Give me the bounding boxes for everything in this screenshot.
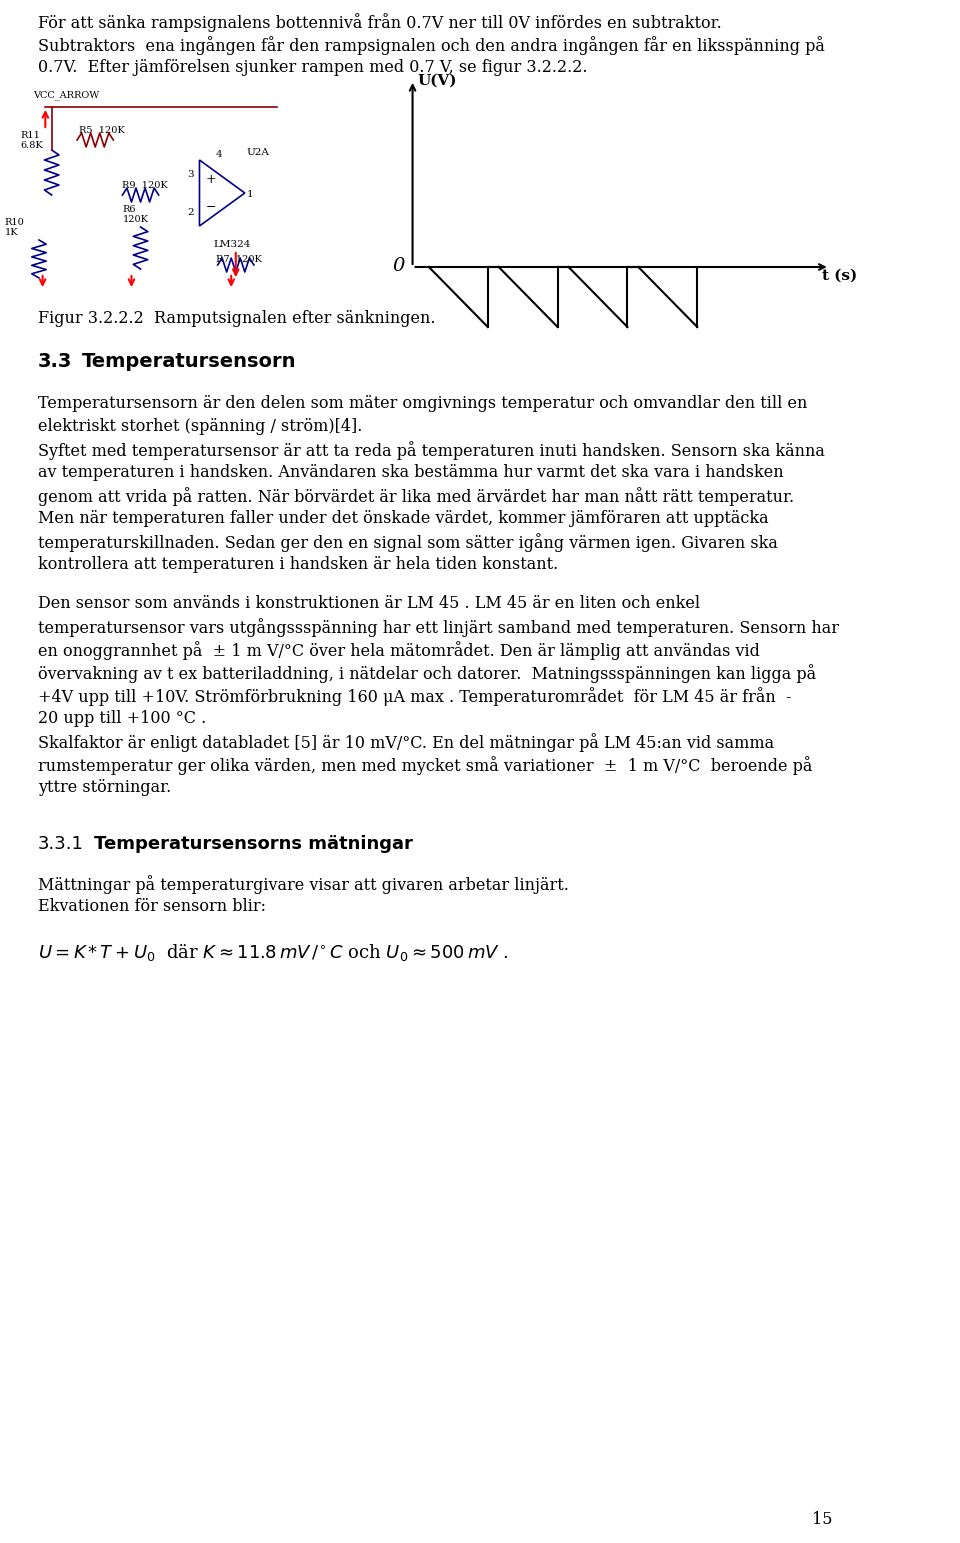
Text: LM324: LM324 (213, 241, 251, 248)
Text: U(V): U(V) (417, 74, 457, 88)
Text: Den sensor som används i konstruktionen är LM 45 . LM 45 är en liten och enkel: Den sensor som används i konstruktionen … (38, 596, 700, 613)
Text: +: + (205, 173, 216, 187)
Text: temperaturskillnaden. Sedan ger den en signal som sätter igång värmen igen. Giva: temperaturskillnaden. Sedan ger den en s… (38, 532, 778, 552)
Text: +4V upp till +10V. Strömförbrukning 160 μA max . Temperaturområdet  för LM 45 är: +4V upp till +10V. Strömförbrukning 160 … (38, 687, 792, 705)
Text: Temperatursensorn: Temperatursensorn (82, 352, 296, 370)
Text: $U = K\,{*}\,T + U_0$  där $K \approx 11.8\,mV\,/^{\circ}\,C$ och $U_0 \approx 5: $U = K\,{*}\,T + U_0$ där $K \approx 11.… (38, 941, 509, 963)
Text: R9  120K: R9 120K (123, 181, 168, 190)
Text: yttre störningar.: yttre störningar. (38, 779, 171, 796)
Text: 3: 3 (188, 170, 194, 179)
Text: Figur 3.2.2.2  Ramputsignalen efter sänkningen.: Figur 3.2.2.2 Ramputsignalen efter sänkn… (38, 310, 436, 327)
Text: 20 upp till +100 °C .: 20 upp till +100 °C . (38, 710, 206, 727)
Text: 3.3: 3.3 (38, 352, 72, 370)
Text: R10
1K: R10 1K (5, 218, 24, 238)
Text: 0: 0 (393, 258, 405, 275)
Text: Temperatursensorns mätningar: Temperatursensorns mätningar (94, 835, 413, 853)
Text: R6
120K: R6 120K (123, 205, 149, 224)
Text: Men när temperaturen faller under det önskade värdet, kommer jämföraren att uppt: Men när temperaturen faller under det ön… (38, 511, 769, 528)
Text: 3.3.1: 3.3.1 (38, 835, 84, 853)
Text: rumstemperatur ger olika värden, men med mycket små variationer  ±  1 m V/°C  be: rumstemperatur ger olika värden, men med… (38, 756, 812, 775)
Text: R7  120K: R7 120K (216, 255, 262, 264)
Text: Subtraktors  ena ingången får den rampsignalen och den andra ingången får en lik: Subtraktors ena ingången får den rampsig… (38, 35, 825, 56)
Text: temperatursensor vars utgångssspänning har ett linjärt samband med temperaturen.: temperatursensor vars utgångssspänning h… (38, 619, 839, 637)
Text: 2: 2 (188, 208, 194, 218)
Text: Mättningar på temperaturgivare visar att givaren arbetar linjärt.: Mättningar på temperaturgivare visar att… (38, 875, 569, 893)
Text: övervakning av t ex batteriladdning, i nätdelar och datorer.  Matningssspänninge: övervakning av t ex batteriladdning, i n… (38, 663, 816, 684)
Text: 1: 1 (247, 190, 253, 199)
Text: R11
6.8K: R11 6.8K (20, 131, 42, 150)
Text: 0.7V.  Efter jämförelsen sjunker rampen med 0.7 V, se figur 3.2.2.2.: 0.7V. Efter jämförelsen sjunker rampen m… (38, 59, 588, 76)
Text: kontrollera att temperaturen i handsken är hela tiden konstant.: kontrollera att temperaturen i handsken … (38, 555, 559, 572)
Text: Temperatursensorn är den delen som mäter omgivnings temperatur och omvandlar den: Temperatursensorn är den delen som mäter… (38, 395, 807, 412)
Text: Syftet med temperatursensor är att ta reda på temperaturen inuti handsken. Senso: Syftet med temperatursensor är att ta re… (38, 441, 825, 460)
Text: en onoggrannhet på  ± 1 m V/°C över hela mätområdet. Den är lämplig att användas: en onoggrannhet på ± 1 m V/°C över hela … (38, 640, 760, 660)
Text: R5  120K: R5 120K (79, 127, 125, 134)
Text: Ekvationen för sensorn blir:: Ekvationen för sensorn blir: (38, 898, 266, 915)
Text: VCC_ARROW: VCC_ARROW (34, 89, 100, 100)
Text: För att sänka rampsignalens bottennivå från 0.7V ner till 0V infördes en subtrak: För att sänka rampsignalens bottennivå f… (38, 12, 722, 32)
Text: elektriskt storhet (spänning / ström)[4].: elektriskt storhet (spänning / ström)[4]… (38, 418, 363, 435)
Text: −: − (205, 201, 216, 214)
Text: t (s): t (s) (823, 268, 857, 282)
Text: genom att vrida på ratten. När börvärdet är lika med ärvärdet har man nått rätt : genom att vrida på ratten. När börvärdet… (38, 488, 794, 506)
Text: 15: 15 (812, 1511, 832, 1528)
Text: U2A: U2A (247, 148, 270, 157)
Text: Skalfaktor är enligt databladet [5] är 10 mV/°C. En del mätningar på LM 45:an vi: Skalfaktor är enligt databladet [5] är 1… (38, 733, 774, 751)
Text: av temperaturen i handsken. Användaren ska bestämma hur varmt det ska vara i han: av temperaturen i handsken. Användaren s… (38, 464, 783, 481)
Text: 4: 4 (216, 150, 223, 159)
